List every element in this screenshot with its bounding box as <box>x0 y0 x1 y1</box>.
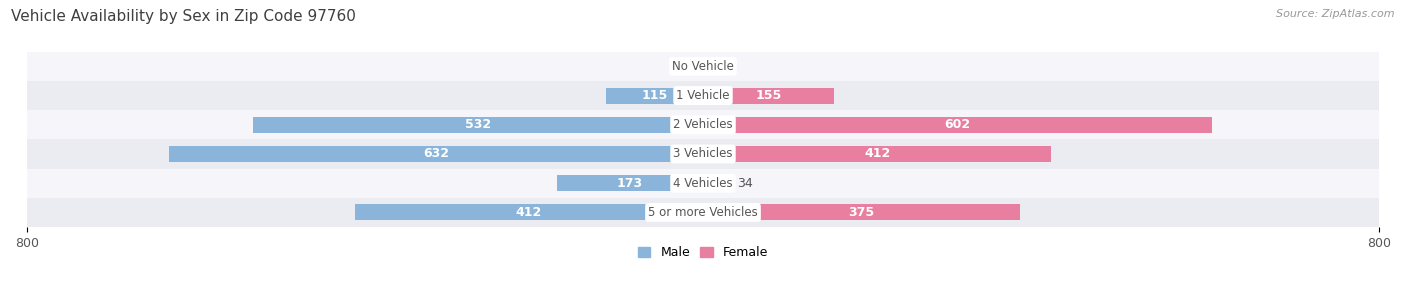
Text: 602: 602 <box>945 118 970 131</box>
Text: Vehicle Availability by Sex in Zip Code 97760: Vehicle Availability by Sex in Zip Code … <box>11 9 356 24</box>
Text: 115: 115 <box>641 89 668 102</box>
Text: 5 or more Vehicles: 5 or more Vehicles <box>648 206 758 219</box>
Text: 0: 0 <box>685 60 693 73</box>
Bar <box>169 146 703 162</box>
Text: 34: 34 <box>737 177 752 190</box>
Text: 375: 375 <box>848 206 875 219</box>
Bar <box>703 146 1052 162</box>
Text: 532: 532 <box>465 118 491 131</box>
Text: 3 Vehicles: 3 Vehicles <box>673 147 733 161</box>
Text: Source: ZipAtlas.com: Source: ZipAtlas.com <box>1277 9 1395 19</box>
Bar <box>27 81 1379 110</box>
Bar <box>27 198 1379 227</box>
Bar <box>27 52 1379 81</box>
Text: 1 Vehicle: 1 Vehicle <box>676 89 730 102</box>
Bar <box>557 175 703 191</box>
Text: 412: 412 <box>516 206 543 219</box>
Bar <box>703 175 731 191</box>
Text: 155: 155 <box>755 89 782 102</box>
Bar <box>606 88 703 104</box>
Bar <box>354 204 703 221</box>
Bar <box>27 110 1379 140</box>
Text: No Vehicle: No Vehicle <box>672 60 734 73</box>
Bar <box>253 117 703 133</box>
Text: 2 Vehicles: 2 Vehicles <box>673 118 733 131</box>
Bar <box>703 88 834 104</box>
Bar <box>703 117 1212 133</box>
Bar <box>27 169 1379 198</box>
Text: 173: 173 <box>617 177 643 190</box>
Bar <box>703 204 1019 221</box>
Text: 632: 632 <box>423 147 449 161</box>
Text: 4 Vehicles: 4 Vehicles <box>673 177 733 190</box>
Legend: Male, Female: Male, Female <box>638 246 768 259</box>
Text: 412: 412 <box>863 147 890 161</box>
Bar <box>27 140 1379 169</box>
Text: 0: 0 <box>713 60 721 73</box>
